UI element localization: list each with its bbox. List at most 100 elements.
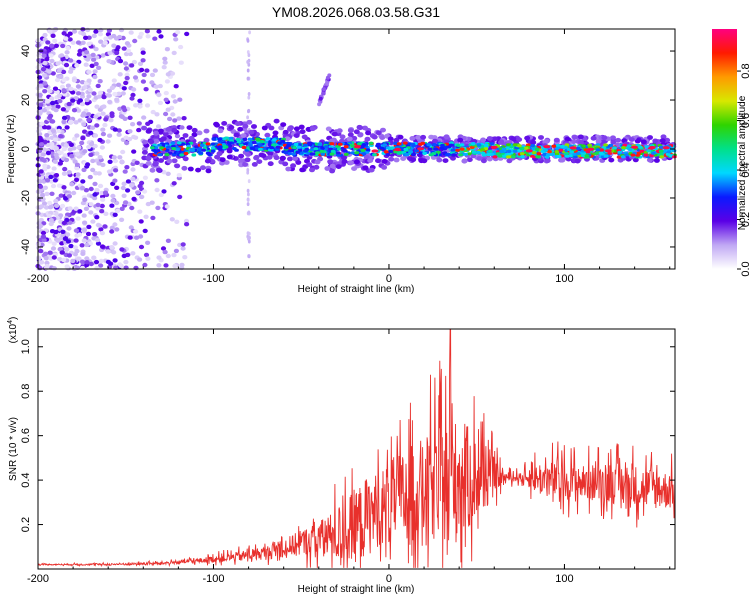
spectrogram-cell (89, 63, 95, 68)
spectrogram-cell (109, 111, 115, 116)
spectrogram-cell (112, 241, 118, 246)
spectrogram-cell (153, 149, 159, 154)
spectrogram-cell (97, 137, 103, 143)
spectrogram-cell (113, 168, 119, 173)
spectrogram-cell (408, 150, 414, 154)
spectrogram-cell (615, 137, 622, 143)
spectrogram-cell (251, 140, 257, 145)
spectrogram-cell (39, 260, 45, 265)
spectrogram-cell (396, 151, 402, 155)
spectrogram-cell (440, 146, 445, 150)
spectrogram-cell (119, 159, 125, 165)
spectrogram-cell (347, 132, 354, 138)
spectrogram-cell (271, 143, 277, 147)
spectrogram-cell (119, 206, 125, 211)
spectrogram-cell (114, 185, 120, 190)
spectrogram-cell (325, 75, 330, 80)
spectrogram-cell (247, 179, 251, 184)
spectrogram-cell (346, 136, 353, 142)
spectrogram-cell (491, 136, 498, 142)
spectrogram-cell (121, 86, 127, 91)
spectrogram-ylabel: Frequency (Hz) (6, 115, 17, 184)
spectrogram-cell (339, 138, 345, 144)
spectrogram-cell (83, 35, 89, 40)
spectrogram-cell (125, 179, 131, 184)
spectrogram-cell (59, 241, 65, 246)
spectrogram-cell (228, 125, 235, 130)
spectrogram-cell (63, 62, 70, 68)
spectrogram-cell (75, 216, 81, 221)
spectrogram-cell (607, 151, 613, 155)
spectrogram-cell (77, 48, 83, 54)
spectrogram-cell (52, 137, 59, 142)
spectrogram-cell (122, 169, 128, 174)
colorbar-tick-label: 0.2 (740, 212, 750, 227)
spectrogram-cell (127, 115, 133, 121)
spectrogram-cell (121, 193, 127, 198)
spectrogram-cell (426, 143, 432, 147)
spectrogram-cell (466, 157, 473, 163)
spectrogram-cell (511, 155, 516, 159)
spectrogram-cell (249, 146, 255, 150)
spectrogram-cell (335, 164, 342, 170)
spectrogram-cell (354, 151, 360, 155)
spectrogram-cell (360, 148, 366, 152)
spectrogram-cell (91, 33, 97, 39)
spectrogram-cell (130, 92, 136, 98)
spectrogram-cell (321, 91, 326, 96)
spectrogram-cell (247, 210, 251, 215)
spectrogram-cell (116, 82, 122, 88)
spectrogram-cell (427, 147, 433, 151)
spectrogram-cell (174, 133, 181, 139)
spectrogram-cell (37, 184, 44, 189)
spectrogram-cell (39, 204, 45, 209)
spectrogram-cell (662, 146, 670, 150)
spectrogram-cell (534, 147, 540, 152)
spectrogram-cell (162, 56, 168, 61)
spectrogram-cell (112, 127, 118, 132)
spectrogram-cell (44, 133, 50, 138)
spectrogram-cell (49, 191, 55, 196)
spectrogram-cell (246, 188, 250, 193)
spectrogram-cell (543, 145, 551, 149)
spectrogram-cell (171, 144, 176, 148)
spectrogram-cell (634, 138, 641, 144)
spectrogram-cell (587, 143, 592, 147)
spectrogram-cell (138, 219, 144, 224)
spectrogram-cell (232, 147, 237, 151)
spectrogram-cell (99, 203, 105, 209)
spectrogram-cell (129, 63, 135, 68)
spectrogram-cell (109, 203, 115, 208)
spectrogram-cell (564, 143, 570, 147)
spectrogram-cell (626, 144, 632, 148)
spectrogram-cell (93, 29, 99, 34)
spectrogram-cell (56, 128, 62, 134)
spectrogram-cell (309, 126, 316, 132)
spectrogram-cell (47, 205, 54, 210)
spectrogram-cell (652, 138, 659, 144)
spectrogram-cell (217, 139, 223, 143)
spectrogram-cell (162, 60, 168, 65)
spectrogram-cell (154, 112, 160, 117)
spectrogram-cell (287, 156, 293, 162)
spectrogram-cell (569, 146, 577, 150)
spectrogram-cell (381, 165, 388, 170)
spectrogram-cell (246, 197, 250, 202)
spectrogram-cell (393, 157, 400, 163)
spectrogram-cell (136, 127, 142, 133)
spectrogram-cell (331, 131, 338, 137)
spectrogram-cell (234, 121, 241, 127)
spectrogram-cell (410, 157, 417, 163)
spectrogram-cell (291, 152, 297, 156)
spectrogram-cell (157, 83, 163, 89)
spectrogram-cell (486, 136, 493, 141)
spectrogram-cell (285, 166, 292, 172)
spectrogram-cell (180, 242, 186, 247)
spectrogram-cell (116, 91, 122, 97)
spectrogram-cell (105, 249, 111, 254)
spectrogram-cell (585, 150, 591, 154)
spectrogram-cell (498, 140, 504, 145)
spectrogram-cell (506, 152, 511, 156)
spectrogram-cell (73, 120, 79, 125)
spectrogram-cell (154, 178, 160, 183)
